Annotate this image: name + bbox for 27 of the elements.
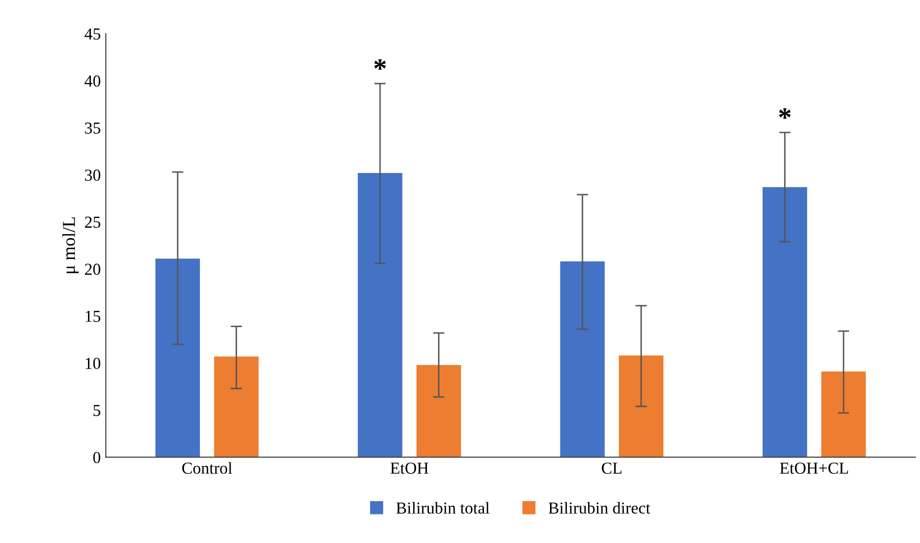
- y-tick-label: 40: [84, 75, 100, 87]
- y-axis-title: μ mol/L: [62, 217, 79, 274]
- bar: [416, 364, 462, 458]
- y-tick-label: 30: [85, 170, 100, 181]
- annotation: *: [779, 108, 791, 119]
- y-tick-label: 0: [93, 452, 100, 464]
- y-tick-label: 25: [85, 216, 100, 228]
- bar: [358, 172, 402, 458]
- y-tick-label: 15: [86, 310, 100, 322]
- y-tick-label: 10: [86, 358, 100, 370]
- bar: [821, 372, 866, 458]
- x-tick-label: Control: [182, 462, 232, 474]
- y-tick-label: 20: [85, 264, 100, 275]
- x-tick-label: CL: [602, 462, 622, 474]
- x-tick-label: EtOH+CL: [780, 462, 848, 474]
- bar: [155, 258, 200, 458]
- y-tick-label: 35: [85, 122, 100, 134]
- legend-label: Bilirubin total: [396, 502, 490, 514]
- y-tick-label: 45: [84, 28, 100, 40]
- legend-label: Bilirubin direct: [548, 502, 650, 514]
- bar: [762, 187, 808, 458]
- annotation: *: [374, 59, 386, 70]
- bar: [214, 356, 259, 458]
- bar: [560, 261, 605, 458]
- x-tick-label: EtOH: [390, 462, 428, 474]
- bar: [618, 356, 664, 458]
- y-tick-label: 5: [94, 405, 100, 416]
